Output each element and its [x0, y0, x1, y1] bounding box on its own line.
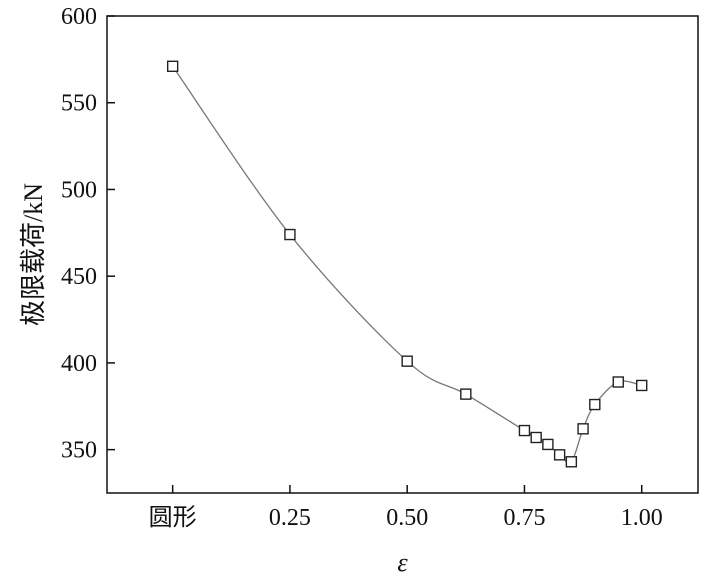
data-point [530, 431, 542, 444]
y-tick-label: 400 [61, 351, 97, 377]
y-axis: 350 400 450 500 550 600 [61, 4, 115, 464]
x-axis-title: ε [397, 548, 408, 577]
data-point [553, 449, 566, 461]
series-markers [166, 60, 648, 468]
data-point [284, 228, 296, 241]
data-point [612, 376, 624, 388]
x-tick-label: 圆形 [149, 504, 197, 531]
plot-frame [106, 15, 699, 494]
series-line [172, 65, 642, 464]
x-tick-label: 1.00 [621, 505, 663, 531]
y-tick-label: 350 [61, 438, 97, 464]
y-tick-label: 550 [61, 91, 97, 117]
data-point [542, 438, 554, 451]
x-tick-label: 0.75 [503, 505, 545, 531]
y-axis-title: 极限载荷/kN [19, 183, 48, 326]
data-point [518, 424, 531, 437]
data-point [401, 355, 413, 367]
x-axis: 圆形 0.25 0.50 0.75 1.00 [149, 485, 663, 531]
data-point [166, 60, 179, 73]
y-tick-label: 600 [61, 4, 97, 30]
data-point [460, 388, 472, 400]
x-tick-label: 0.50 [386, 505, 428, 531]
data-point [565, 456, 578, 468]
x-tick-label: 0.25 [269, 505, 311, 531]
data-point [589, 398, 601, 411]
data-point [577, 423, 589, 435]
y-tick-label: 500 [61, 177, 97, 203]
y-tick-label: 450 [61, 264, 97, 290]
data-point [636, 379, 648, 392]
